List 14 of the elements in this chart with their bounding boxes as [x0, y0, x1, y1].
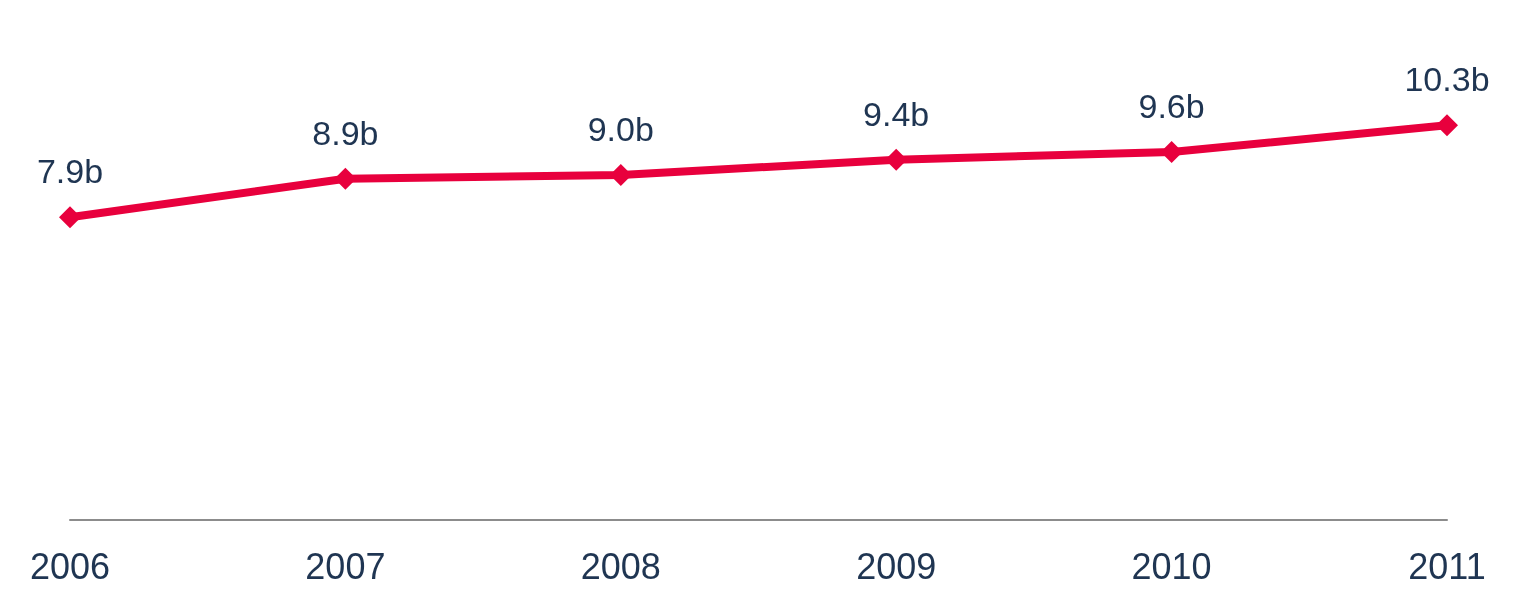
data-label: 9.4b — [863, 94, 930, 133]
x-tick-label: 2010 — [1131, 545, 1212, 587]
x-tick-label: 2007 — [305, 545, 386, 587]
point — [59, 206, 81, 229]
point — [1436, 114, 1458, 137]
x-tick-label: 2006 — [29, 545, 111, 587]
data-label: 9.0b — [587, 110, 654, 148]
data-label: 10.3b — [1404, 60, 1490, 99]
x-tick-label: 2008 — [580, 545, 661, 587]
x-tick-label: 2009 — [856, 545, 937, 587]
x-tick-label: 2011 — [1408, 545, 1486, 587]
data-label: 7.9b — [36, 152, 104, 191]
data-label: 9.6b — [1138, 87, 1205, 125]
data-label: 8.9b — [312, 113, 379, 152]
